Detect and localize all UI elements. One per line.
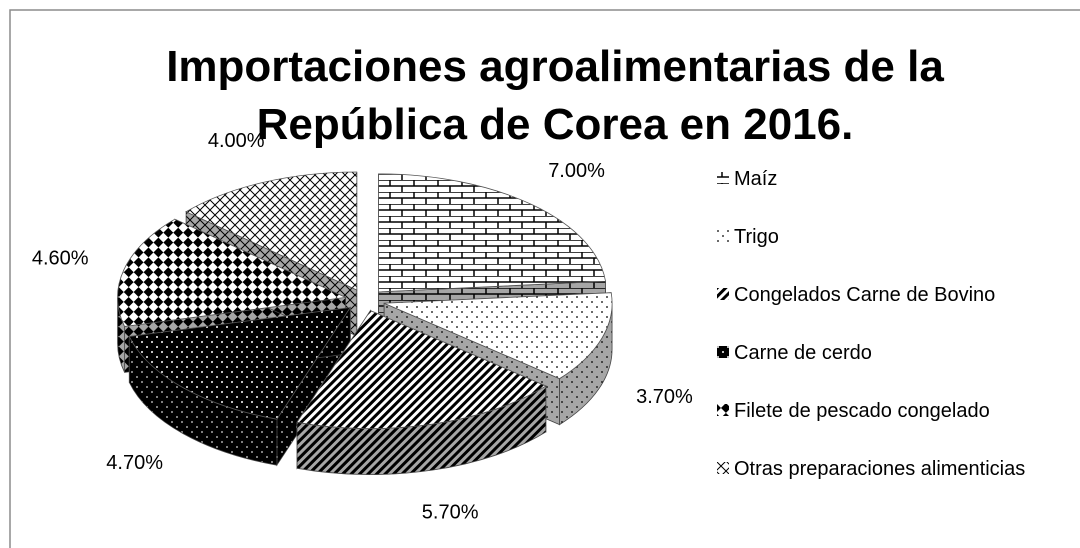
legend-swatch-fill — [717, 230, 729, 242]
legend-item: Filete de pescado congelado — [716, 398, 1076, 456]
slice-shade — [117, 297, 125, 373]
data-label: 7.00% — [548, 160, 605, 182]
data-label: 3.70% — [636, 386, 693, 408]
slice-top — [128, 306, 352, 420]
legend-label: Otras preparaciones alimenticias — [734, 458, 1026, 480]
legend-swatch-fill — [717, 172, 729, 184]
data-label: 4.70% — [106, 452, 163, 474]
legend-label: Congelados Carne de Bovino — [734, 284, 996, 306]
slice-shade — [297, 385, 546, 475]
legend-label: Carne de cerdo — [734, 342, 872, 364]
legend: Maíz Trigo Congelados Carne de Bovino Carne… — [716, 166, 1076, 514]
slice — [128, 306, 352, 467]
legend-label: Maíz — [734, 168, 778, 190]
chart-title: Importaciones agroalimentarias de la Rep… — [166, 42, 944, 149]
legend-item: Otras preparaciones alimenticias — [716, 456, 1076, 514]
legend-item: Trigo — [716, 224, 1076, 282]
legend-swatch-fill — [717, 462, 729, 474]
legend-item: Carne de cerdo — [716, 340, 1076, 398]
data-label: 4.60% — [32, 247, 89, 269]
data-label: 4.00% — [208, 130, 265, 152]
slice-top — [296, 310, 547, 429]
legend-swatch — [717, 346, 729, 358]
slice-top — [383, 292, 613, 380]
legend-swatch-fill — [717, 288, 729, 300]
legend-item: Maíz — [716, 166, 1076, 224]
legend-swatch — [717, 288, 729, 300]
legend-swatch-fill — [717, 404, 729, 416]
legend-item: Congelados Carne de Bovino — [716, 282, 1076, 340]
slice-shade — [129, 336, 277, 466]
legend-swatch — [717, 462, 729, 474]
slice-top — [117, 218, 347, 327]
legend-swatch-fill — [717, 346, 729, 358]
slice — [296, 309, 547, 475]
legend-swatch — [717, 404, 729, 416]
slice-top — [185, 171, 358, 291]
data-label: 5.70% — [422, 501, 479, 523]
legend-swatch — [717, 230, 729, 242]
slice-shade — [559, 303, 613, 425]
slice-top — [378, 173, 607, 293]
legend-label: Filete de pescado congelado — [734, 400, 990, 422]
legend-label: Trigo — [734, 226, 779, 248]
legend-swatch — [717, 172, 729, 184]
chart-border — [9, 9, 1080, 548]
